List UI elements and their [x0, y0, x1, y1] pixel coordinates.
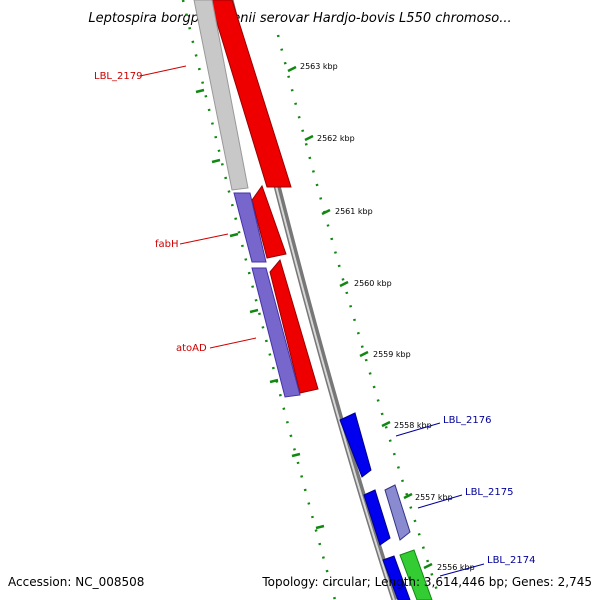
gene-label-lbl-2176[interactable]: LBL_2176: [443, 415, 491, 426]
gene-label-lbl-2179[interactable]: LBL_2179: [94, 71, 142, 82]
kbp-label: 2557 kbp: [415, 493, 453, 502]
map-title: Leptospira borgpetersenii serovar Hardjo…: [88, 11, 511, 26]
label-leader: [417, 494, 463, 509]
label-leader: [395, 422, 441, 437]
gene-lbl-2179[interactable]: [193, 0, 249, 191]
inner-tick-track: [181, 0, 337, 600]
label-leader: [209, 337, 257, 349]
genome-stats-text: Topology: circular; Length: 3,614,446 bp…: [261, 575, 592, 589]
label-leader: [439, 563, 485, 577]
gene-atoad[interactable]: [251, 267, 301, 398]
gene-lbl-2174[interactable]: [382, 555, 411, 600]
gene-green[interactable]: [399, 549, 433, 600]
major-ticks: [287, 65, 433, 570]
gene-lbl-2175[interactable]: [363, 489, 391, 546]
kbp-label: 2560 kbp: [354, 279, 392, 288]
gene-lbl-2179-forward[interactable]: [209, 0, 292, 188]
label-leader: [139, 65, 187, 77]
kbp-label: 2559 kbp: [373, 350, 411, 359]
gene-lbl-2176[interactable]: [339, 412, 372, 478]
kbp-label: 2558 kbp: [394, 421, 432, 430]
gene-label-atoad[interactable]: atoAD: [176, 343, 207, 354]
gene-label-lbl-2175[interactable]: LBL_2175: [465, 487, 513, 498]
kbp-label: 2562 kbp: [317, 134, 355, 143]
inner-major-ticks: [195, 88, 325, 530]
gene-forward-3[interactable]: [269, 258, 319, 394]
gene-label-lbl-2174[interactable]: LBL_2174: [487, 555, 535, 566]
outer-tick-track: [276, 34, 442, 600]
kbp-label: 2561 kbp: [335, 207, 373, 216]
gene-label-fabh[interactable]: fabH: [155, 239, 179, 250]
label-leader: [179, 233, 229, 245]
gene-fabh[interactable]: [233, 192, 267, 263]
gene-forward-2[interactable]: [251, 184, 287, 259]
kbp-label: 2556 kbp: [437, 563, 475, 572]
gene-lbl-2175-rev[interactable]: [384, 484, 411, 541]
kbp-label: 2563 kbp: [300, 62, 338, 71]
accession-text: Accession: NC_008508: [8, 575, 144, 589]
